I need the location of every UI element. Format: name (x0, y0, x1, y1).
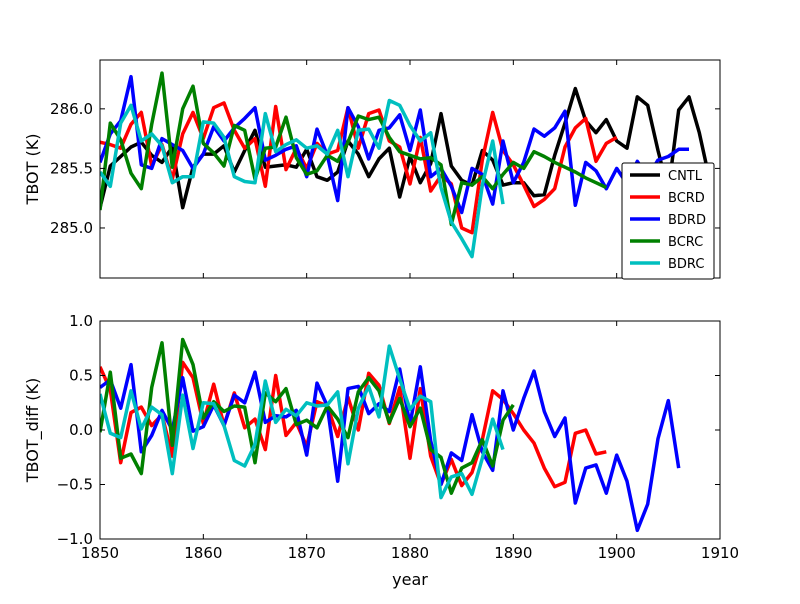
bottom-x-tick-label: 1910 (701, 544, 739, 562)
bottom-x-tick-label: 1860 (184, 544, 222, 562)
top-series-line-bdrd (100, 74, 689, 215)
top-y-tick-label: 285.5 (50, 159, 93, 177)
legend-box (621, 162, 715, 280)
legend-label-bdrc: BDRC (668, 257, 704, 272)
top-y-tick-label: 286.0 (50, 100, 93, 118)
legend-label-bcrd: BCRD (668, 191, 705, 206)
bottom-x-tick-label: 1850 (81, 544, 119, 562)
bottom-panel: 1850 1860 1870 1880 1890 1900 1910 −1.0 −0.5 0.0 0… (23, 312, 739, 589)
bottom-series-line-bcrc (100, 337, 515, 495)
bottom-y-axis-label: TBOT_diff (K) (23, 378, 43, 484)
bottom-x-tick-label: 1870 (288, 544, 326, 562)
bottom-y-tick-label: 1.0 (69, 312, 93, 330)
bottom-x-tick-label: 1900 (598, 544, 636, 562)
legend-label-cntl: CNTL (668, 169, 703, 184)
legend-label-bdrd: BDRD (668, 213, 706, 228)
bottom-y-tick-label: −0.5 (57, 476, 93, 494)
bottom-y-tick-label: 0.5 (69, 367, 93, 385)
top-panel: 285.0 285.5 286.0 TBOT (K) CNTL BCRD BDRD BCRC B… (23, 59, 721, 280)
bottom-x-tick-label: 1880 (391, 544, 429, 562)
top-series-line-bdrc (100, 98, 505, 259)
top-series-line-cntl (100, 86, 712, 210)
top-legend: CNTL BCRD BDRD BCRC BDRC (621, 162, 715, 280)
bottom-y-tick-label: −1.0 (57, 530, 93, 548)
top-series-line-bcrc (100, 71, 608, 227)
bottom-series-group (100, 337, 681, 533)
top-series-line-bcrd (100, 101, 618, 235)
top-y-axis-label: TBOT (K) (23, 134, 42, 206)
bottom-x-axis-label: year (392, 570, 428, 589)
top-series-group (100, 71, 712, 259)
bottom-x-tick-label: 1890 (494, 544, 532, 562)
bottom-y-tick-label: 0.0 (69, 421, 93, 439)
bottom-series-line-bdrc (100, 344, 505, 500)
top-y-tick-label: 285.0 (50, 219, 93, 237)
legend-label-bcrc: BCRC (668, 235, 703, 250)
